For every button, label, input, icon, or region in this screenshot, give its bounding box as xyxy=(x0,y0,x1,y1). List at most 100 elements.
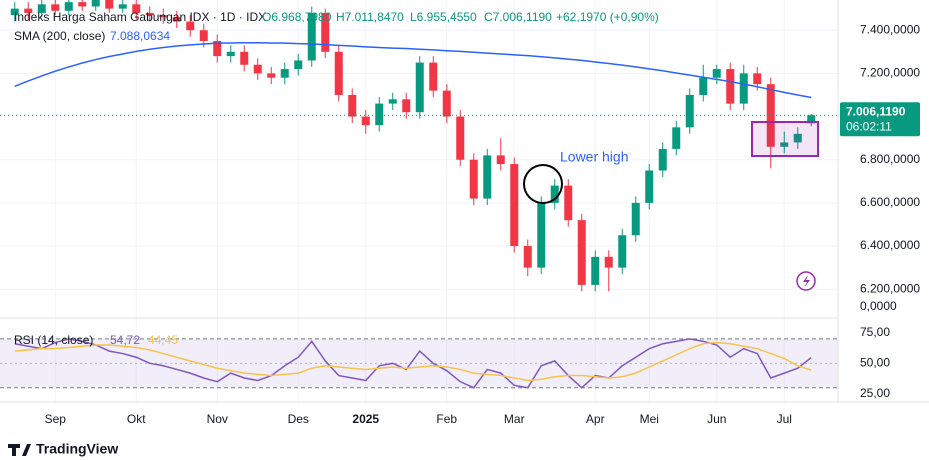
sma-line xyxy=(14,41,812,99)
ohlc-value: L6.955,4550 xyxy=(410,10,477,24)
x-tick-label: Nov xyxy=(207,412,228,426)
candle-body xyxy=(280,69,289,78)
candle-body xyxy=(375,103,384,126)
rsi-line xyxy=(14,341,812,382)
candle-body xyxy=(159,15,168,18)
candle-body xyxy=(240,51,249,65)
candle-body xyxy=(37,4,46,13)
rsi-ma-value: 44,45 xyxy=(148,333,178,347)
axis-label: 0,0000 xyxy=(860,299,897,313)
sma-value: 7.088,0634 xyxy=(110,29,170,43)
candle-body xyxy=(226,51,235,57)
candle-body xyxy=(442,90,451,117)
x-tick-label: Okt xyxy=(127,412,146,426)
candle-body xyxy=(807,115,816,124)
candle-body xyxy=(564,185,573,221)
candle-body xyxy=(132,4,141,13)
candle-body xyxy=(415,62,424,113)
candle-body xyxy=(145,12,154,16)
candle-body xyxy=(510,164,519,247)
ohlc-value: C7.006,1190 xyxy=(484,10,552,24)
candle-body xyxy=(307,12,316,61)
candle-body xyxy=(172,17,181,22)
candle-body xyxy=(186,21,195,31)
candle-body xyxy=(793,133,802,143)
rsi-line xyxy=(14,338,812,389)
brand: TradingView xyxy=(36,441,118,457)
candle-body xyxy=(429,62,438,91)
y-tick-label: 6.600,0000 xyxy=(860,195,920,209)
range-box xyxy=(751,121,819,157)
last-price-tag xyxy=(840,102,920,137)
x-tick-label: Mar xyxy=(504,412,525,426)
candle-body xyxy=(105,0,114,9)
ohlc-value: O6.968,7980 xyxy=(262,10,332,24)
x-tick-label: Apr xyxy=(586,412,605,426)
candle-body xyxy=(10,8,19,16)
candle-body xyxy=(604,256,613,268)
x-tick-label: Jul xyxy=(777,412,792,426)
last-price-label: 7.006,1190 xyxy=(846,104,906,118)
candle-body xyxy=(753,73,762,85)
rsi-value: 54,72 xyxy=(110,333,140,347)
candle-body xyxy=(118,4,127,9)
candle-body xyxy=(388,99,397,104)
candle-body xyxy=(523,246,532,268)
change-value: +62,1970 (+0,90%) xyxy=(556,10,659,24)
candle-body xyxy=(672,127,681,149)
annotation-text: Lower high xyxy=(560,149,629,165)
candle-body xyxy=(213,41,222,57)
candle-body xyxy=(456,116,465,160)
candle-body xyxy=(199,30,208,42)
y-tick-label: 7.400,0000 xyxy=(860,22,920,36)
candle-body xyxy=(631,202,640,236)
candle-body xyxy=(91,0,100,7)
candle-body xyxy=(591,256,600,285)
candle-body xyxy=(483,155,492,199)
candle-body xyxy=(537,202,546,268)
candle-body xyxy=(550,185,559,203)
candle-body xyxy=(51,4,60,11)
x-tick-label: Feb xyxy=(436,412,457,426)
candle-body xyxy=(726,69,735,104)
candle-body xyxy=(645,170,654,203)
candle-body xyxy=(78,2,87,7)
rsi-tick-label: 50,00 xyxy=(860,356,890,370)
countdown: 06:02:11 xyxy=(846,119,892,133)
rsi-pane xyxy=(0,338,838,389)
x-tick-label: Des xyxy=(288,412,309,426)
rsi-tick-label: 75,00 xyxy=(860,325,890,339)
candle-body xyxy=(780,142,789,147)
y-tick-label: 6.800,0000 xyxy=(860,152,920,166)
sma-legend: SMA (200, close) xyxy=(14,29,105,43)
axes: 6.200,0000 6.400,0000 6.600,0000 6.800,0000… xyxy=(45,22,921,426)
candle-body xyxy=(739,73,748,104)
candle-body xyxy=(294,60,303,70)
alert-icon xyxy=(796,271,816,291)
candle-body xyxy=(766,84,775,147)
x-tick-label: Sep xyxy=(45,412,67,426)
y-tick-label: 6.400,0000 xyxy=(860,238,920,252)
brand-logo xyxy=(8,444,31,456)
x-tick-label: 2025 xyxy=(352,412,379,426)
candle-body xyxy=(267,73,276,78)
annotation-circle xyxy=(523,164,563,204)
candle-body xyxy=(361,116,370,126)
y-tick-label: 6.200,0000 xyxy=(860,281,920,295)
x-tick-label: Jun xyxy=(707,412,726,426)
candle-body xyxy=(685,94,694,128)
candle-body xyxy=(402,99,411,113)
ohlc-value: H7.011,8470 xyxy=(336,10,404,24)
price-pane xyxy=(0,0,838,292)
x-tick-label: Mei xyxy=(640,412,659,426)
rsi-band xyxy=(0,338,838,388)
y-tick-label: 7.200,0000 xyxy=(860,66,920,80)
candle-body xyxy=(712,69,721,78)
candle-body xyxy=(334,51,343,95)
chart-title: Indeks Harga Saham Gabungan IDX · 1D · I… xyxy=(14,10,266,24)
candle-body xyxy=(577,220,586,285)
candle-body xyxy=(699,77,708,95)
candle-body xyxy=(658,148,667,171)
